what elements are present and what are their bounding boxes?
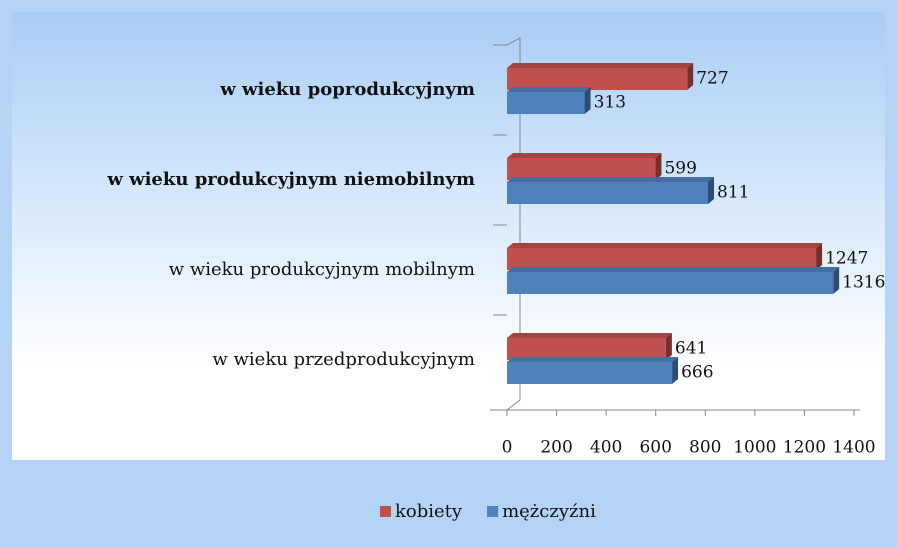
bar bbox=[507, 68, 688, 90]
value-label: 599 bbox=[664, 159, 696, 179]
value-label: 666 bbox=[681, 363, 713, 383]
bar-side bbox=[816, 243, 823, 270]
value-label: 811 bbox=[717, 183, 749, 203]
bar-side bbox=[655, 153, 662, 180]
bar-side bbox=[672, 357, 679, 384]
bar bbox=[507, 248, 817, 270]
bar-side bbox=[665, 333, 672, 360]
bar-top bbox=[507, 87, 591, 92]
x-tick-label: 600 bbox=[639, 438, 671, 458]
bar-side bbox=[687, 63, 694, 90]
back-wall bbox=[506, 37, 521, 411]
value-label: 727 bbox=[696, 69, 728, 89]
bar bbox=[507, 338, 666, 360]
y-tick-label: w wieku produkcyjnym niemobilnym bbox=[106, 169, 475, 190]
bar-top bbox=[507, 153, 662, 158]
value-label: 1247 bbox=[825, 249, 868, 269]
x-tick-label: 200 bbox=[540, 438, 572, 458]
bar bbox=[507, 182, 709, 204]
value-label: 1316 bbox=[842, 273, 885, 293]
bar-top bbox=[507, 63, 694, 68]
bar bbox=[507, 272, 834, 294]
x-tick-label: 800 bbox=[689, 438, 721, 458]
bar-side bbox=[708, 177, 715, 204]
bar-top bbox=[507, 267, 840, 272]
bar bbox=[507, 158, 656, 180]
bar-top bbox=[507, 243, 823, 248]
x-tick-label: 0 bbox=[502, 438, 513, 458]
bar-side bbox=[833, 267, 840, 294]
bar-top bbox=[507, 333, 672, 338]
y-tick-label: w wieku produkcyjnym mobilnym bbox=[169, 259, 475, 280]
plot-background bbox=[12, 12, 885, 460]
legend-swatch bbox=[487, 506, 499, 517]
bar bbox=[507, 92, 585, 114]
bar-side bbox=[584, 87, 591, 114]
value-label: 313 bbox=[594, 93, 626, 113]
legend-label: mężczyźni bbox=[502, 501, 596, 522]
x-tick-label: 1000 bbox=[733, 438, 776, 458]
bar-top bbox=[507, 177, 715, 182]
bar bbox=[507, 362, 673, 384]
y-tick-label: w wieku przedprodukcyjnym bbox=[212, 349, 475, 370]
legend-label: kobiety bbox=[395, 501, 463, 522]
legend-swatch bbox=[380, 506, 391, 517]
y-tick-label: w wieku poprodukcyjnym bbox=[219, 79, 475, 100]
x-tick-label: 1200 bbox=[783, 438, 826, 458]
x-tick-label: 1400 bbox=[832, 438, 875, 458]
x-tick-label: 400 bbox=[590, 438, 622, 458]
value-label: 641 bbox=[675, 339, 707, 359]
bar-top bbox=[507, 357, 679, 362]
